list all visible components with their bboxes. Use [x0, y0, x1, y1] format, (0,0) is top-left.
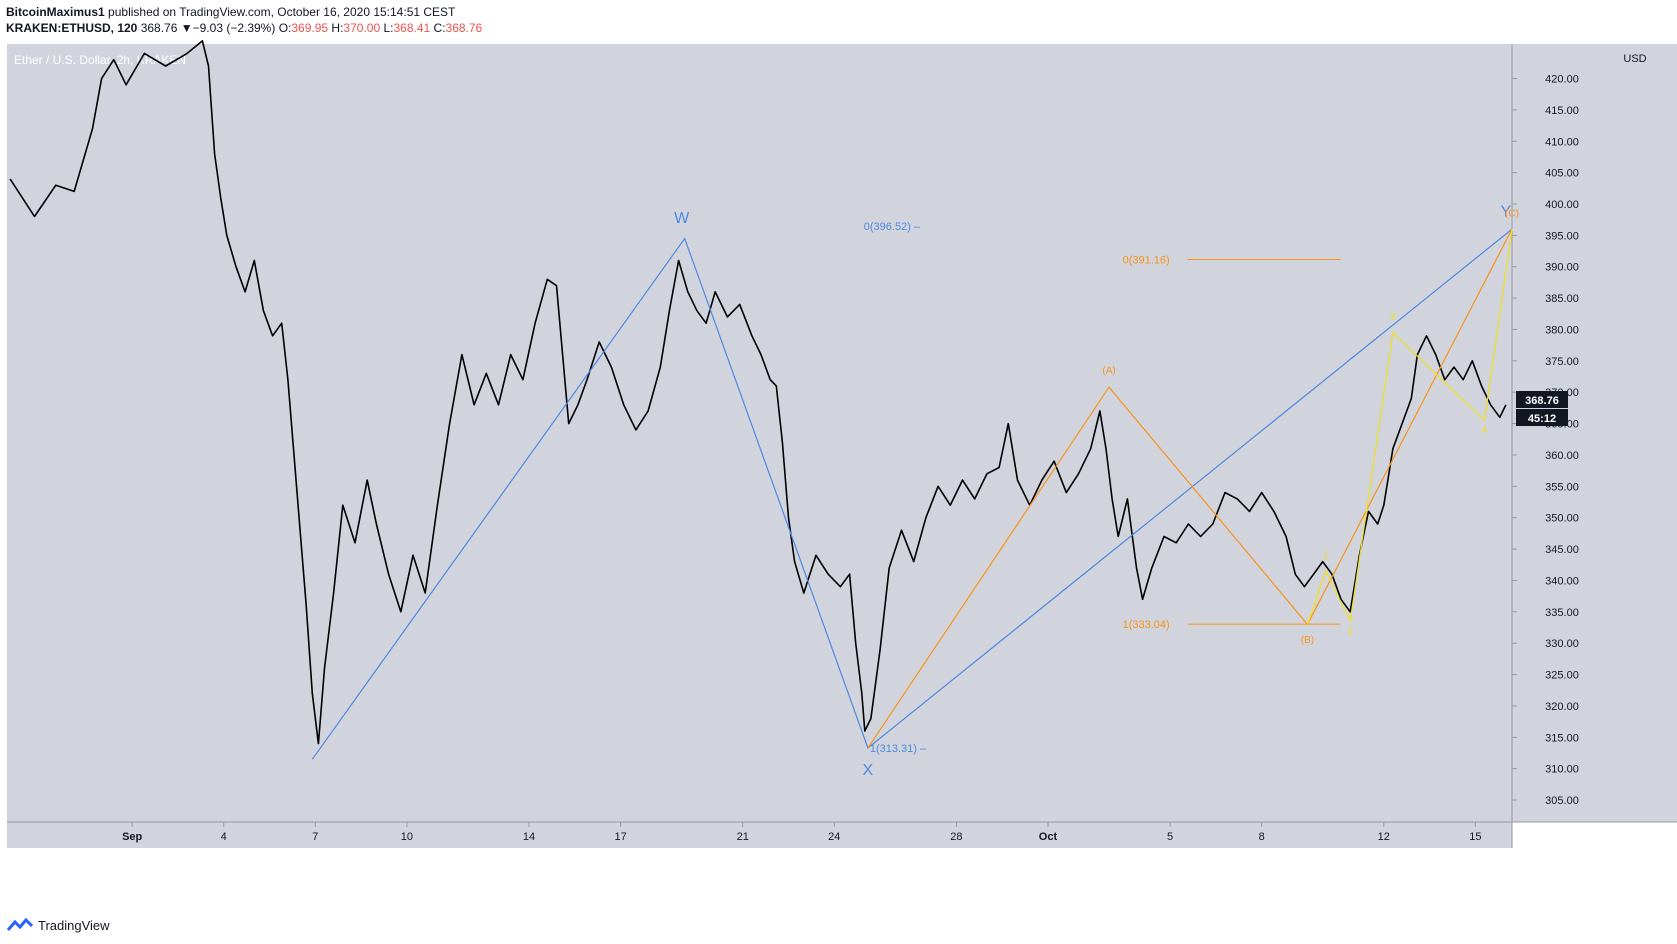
fib-level-label: 0(396.52) – [864, 221, 921, 233]
impulse-wave-label: 4 [1482, 425, 1488, 436]
y-tick-label: 325.00 [1545, 670, 1579, 682]
impulse-wave-label: 1 [1323, 550, 1329, 561]
x-tick-label: 7 [312, 831, 318, 843]
wxy-wave-label: W [674, 210, 690, 227]
x-tick-label: Oct [1039, 831, 1058, 843]
y-tick-label: 385.00 [1545, 293, 1579, 305]
y-tick-label: 410.00 [1545, 136, 1579, 148]
y-tick-label: 420.00 [1545, 74, 1579, 86]
impulse-wave-label: 2 [1347, 626, 1353, 637]
x-tick-label: 12 [1378, 831, 1390, 843]
abc-wave-label: (C) [1505, 209, 1519, 220]
abc-wave-label: (A) [1102, 365, 1115, 376]
x-tick-label: 4 [221, 831, 227, 843]
impulse-wave-label: 3 [1390, 312, 1396, 323]
last-price: 368.76 [140, 21, 178, 35]
y-tick-label: 320.00 [1545, 701, 1579, 713]
y-tick-label: 315.00 [1545, 732, 1579, 744]
x-tick-label: Sep [122, 831, 142, 843]
x-tick-label: 15 [1469, 831, 1481, 843]
impulse-wave-line [1306, 229, 1513, 625]
y-tick-label: 345.00 [1545, 544, 1579, 556]
wxy-wave-label: X [863, 762, 874, 779]
x-tick-label: 17 [614, 831, 626, 843]
y-tick-label: 375.00 [1545, 356, 1579, 368]
fib-level-label: 1(333.04) [1123, 619, 1170, 631]
ohlc-values: O:369.95 H:370.00 L:368.41 C:368.76 [279, 21, 483, 35]
ohlc-label: O: [278, 21, 292, 35]
x-tick-label: 8 [1259, 831, 1265, 843]
countdown-badge [1516, 408, 1568, 426]
abc-wave-label: (B) [1301, 635, 1314, 646]
y-tick-label: 380.00 [1545, 324, 1579, 336]
y-tick-label: 330.00 [1545, 638, 1579, 650]
countdown-value: 45:12 [1528, 413, 1556, 425]
fib-level-label: 1(313.31) – [870, 743, 927, 755]
y-tick-label: 390.00 [1545, 262, 1579, 274]
published-text: published on TradingView.com, October 16… [108, 5, 456, 19]
ohlc-value: 369.95 [291, 21, 332, 35]
y-tick-label: 405.00 [1545, 168, 1579, 180]
y-axis-label: USD [1623, 53, 1646, 65]
wxy-wave-label: Y [1501, 204, 1512, 221]
x-tick-label: 24 [828, 831, 840, 843]
symbol-label[interactable]: KRAKEN:ETHUSD, 120 [6, 21, 138, 35]
price-scale-area [1512, 44, 1677, 822]
time-scale-area [7, 822, 1512, 848]
price-series [9, 40, 1507, 745]
chart-title: Ether / U.S. Dollar, 2h, KRAKEN [14, 53, 186, 67]
y-tick-label: 395.00 [1545, 230, 1579, 242]
x-tick-label: 5 [1167, 831, 1173, 843]
ohlc-label: H: [331, 21, 344, 35]
y-tick-label: 415.00 [1545, 105, 1579, 117]
wxy-wave-line [311, 228, 1513, 760]
abc-wave-line [867, 228, 1513, 749]
x-tick-label: 14 [523, 831, 535, 843]
y-tick-label: 335.00 [1545, 607, 1579, 619]
y-tick-label: 350.00 [1545, 513, 1579, 525]
y-tick-label: 355.00 [1545, 481, 1579, 493]
tradingview-logo-icon [6, 917, 34, 931]
publish-line: BitcoinMaximus1 published on TradingView… [6, 5, 455, 19]
price-change: ▼−9.03 (−2.39%) [180, 21, 276, 35]
x-tick-label: 28 [950, 831, 962, 843]
ohlc-value: 368.41 [393, 21, 434, 35]
ohlc-label: C: [433, 21, 446, 35]
ohlc-label: L: [383, 21, 394, 35]
x-tick-label: 10 [401, 831, 413, 843]
ohlc-value: 370.00 [343, 21, 384, 35]
y-tick-label: 305.00 [1545, 795, 1579, 807]
last-price-value: 368.76 [1525, 395, 1559, 407]
ohlc-line: KRAKEN:ETHUSD, 120 368.76 ▼−9.03 (−2.39%… [6, 21, 482, 35]
y-tick-label: 400.00 [1545, 199, 1579, 211]
fib-level-label: 0(391.16) [1123, 254, 1170, 266]
y-tick-label: 360.00 [1545, 450, 1579, 462]
ohlc-value: 368.76 [445, 21, 483, 35]
last-price-badge [1516, 390, 1568, 408]
tradingview-footer[interactable]: TradingView [6, 917, 110, 933]
author-name[interactable]: BitcoinMaximus1 [6, 5, 105, 19]
y-tick-label: 340.00 [1545, 575, 1579, 587]
x-tick-label: 21 [737, 831, 749, 843]
footer-brand: TradingView [38, 917, 110, 933]
plot-area [7, 44, 1512, 822]
y-tick-label: 310.00 [1545, 764, 1579, 776]
